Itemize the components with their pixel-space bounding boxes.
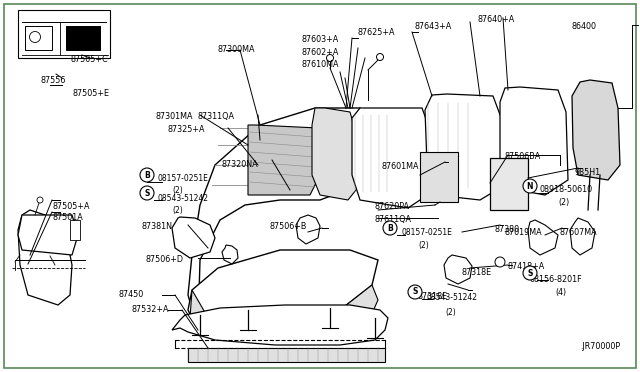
Text: 87610MA: 87610MA (302, 60, 339, 69)
Text: 87505+A: 87505+A (52, 202, 90, 211)
Polygon shape (70, 220, 80, 240)
Circle shape (383, 221, 397, 235)
Text: S: S (412, 288, 418, 296)
Text: 87325+A: 87325+A (168, 125, 205, 134)
Text: 87602+A: 87602+A (302, 48, 339, 57)
Circle shape (140, 186, 154, 200)
Polygon shape (188, 348, 385, 362)
Text: 87601MA: 87601MA (382, 162, 419, 171)
Text: 87318E: 87318E (462, 268, 492, 277)
Text: 87556: 87556 (40, 76, 65, 85)
Polygon shape (188, 108, 378, 330)
Circle shape (326, 55, 333, 61)
Polygon shape (500, 87, 568, 195)
Polygon shape (222, 245, 238, 264)
Polygon shape (18, 10, 110, 58)
Text: 87418+A: 87418+A (508, 262, 545, 271)
Text: 87607MA: 87607MA (560, 228, 598, 237)
Text: (2): (2) (445, 308, 456, 317)
Text: 87620PA: 87620PA (375, 202, 410, 211)
Text: N: N (527, 182, 533, 190)
Text: 08156-8201F: 08156-8201F (530, 275, 582, 284)
Text: 985H1: 985H1 (575, 168, 601, 177)
Text: 08157-0251E: 08157-0251E (158, 173, 209, 183)
Polygon shape (18, 215, 78, 255)
Text: 08918-50610: 08918-50610 (540, 185, 593, 194)
Polygon shape (444, 255, 472, 284)
Text: (4): (4) (555, 288, 566, 297)
Text: B: B (144, 170, 150, 180)
Circle shape (523, 266, 537, 280)
Polygon shape (296, 215, 320, 244)
Text: .JR70000P: .JR70000P (580, 342, 620, 351)
Text: 86400: 86400 (572, 22, 597, 31)
Text: 08543-51242: 08543-51242 (158, 193, 209, 202)
Polygon shape (352, 108, 432, 208)
Polygon shape (248, 125, 320, 195)
Polygon shape (425, 94, 505, 200)
Polygon shape (490, 158, 528, 210)
Text: 87318E: 87318E (418, 292, 448, 301)
Text: 87301MA: 87301MA (155, 112, 193, 121)
Text: 87611QA: 87611QA (375, 215, 412, 224)
Text: 87603+A: 87603+A (302, 35, 339, 44)
Circle shape (140, 168, 154, 182)
Circle shape (376, 54, 383, 61)
Text: 87320NA: 87320NA (222, 160, 259, 169)
Text: S: S (144, 189, 150, 198)
Circle shape (37, 197, 43, 203)
Text: 87019MA: 87019MA (505, 228, 543, 237)
Polygon shape (420, 152, 458, 202)
Circle shape (523, 179, 537, 193)
Text: 87506BA: 87506BA (505, 152, 541, 161)
Text: 87380: 87380 (495, 225, 520, 234)
Text: 08157-0251E: 08157-0251E (402, 228, 453, 237)
Text: (2): (2) (172, 205, 183, 215)
Text: 87505+E: 87505+E (72, 89, 109, 98)
Text: 87450: 87450 (118, 290, 143, 299)
Text: 08543-51242: 08543-51242 (427, 294, 478, 302)
Text: 87640+A: 87640+A (478, 15, 515, 24)
Text: (2): (2) (558, 198, 569, 207)
Text: 87381N: 87381N (142, 222, 173, 231)
Text: 87625+A: 87625+A (358, 28, 396, 37)
Polygon shape (528, 220, 558, 255)
Polygon shape (66, 26, 100, 50)
Text: (2): (2) (418, 241, 429, 250)
Polygon shape (172, 305, 388, 345)
Polygon shape (572, 80, 620, 180)
Polygon shape (570, 218, 595, 255)
Text: 87311QA: 87311QA (198, 112, 235, 121)
Polygon shape (190, 285, 378, 338)
Polygon shape (25, 26, 52, 50)
Text: 87300MA: 87300MA (218, 45, 255, 54)
Circle shape (408, 285, 422, 299)
Text: 87505+C: 87505+C (70, 55, 108, 64)
Polygon shape (18, 210, 72, 305)
Text: 87506+B: 87506+B (270, 222, 307, 231)
Text: 87643+A: 87643+A (415, 22, 452, 31)
Text: 87532+A: 87532+A (132, 305, 170, 314)
Text: 87506+D: 87506+D (146, 255, 184, 264)
Text: 87501A: 87501A (52, 213, 83, 222)
Text: B: B (387, 224, 393, 232)
Text: S: S (527, 269, 532, 278)
Polygon shape (312, 108, 360, 200)
Polygon shape (188, 250, 378, 335)
Circle shape (495, 257, 505, 267)
Polygon shape (172, 217, 215, 258)
Text: (2): (2) (172, 186, 183, 195)
